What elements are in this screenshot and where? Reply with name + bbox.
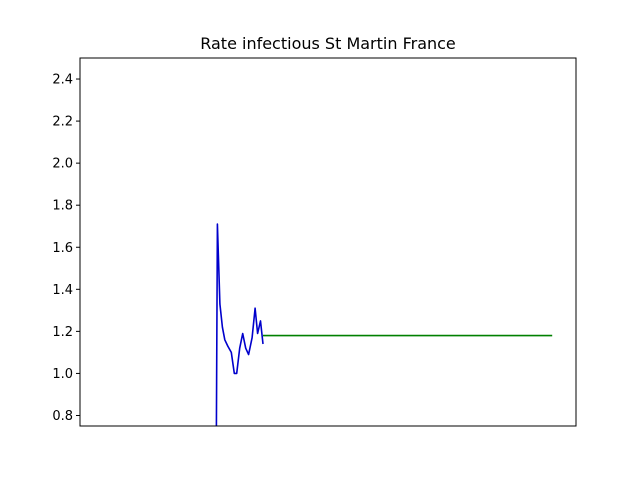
plot-frame [79,57,577,427]
y-tick-label-7: 2.2 [52,115,73,130]
y-tick-label-6: 2.0 [52,157,73,172]
y-tick-label-5: 1.8 [52,199,73,214]
y-tick-label-0: 0.8 [52,409,73,424]
y-tick-label-2: 1.2 [52,325,73,340]
chart-title: Rate infectious St Martin France [200,34,456,53]
y-axis: 0.8 1.0 1.2 1.4 1.6 1.8 2.0 2.2 2.4 [52,73,80,424]
y-tick-label-8: 2.4 [52,73,73,88]
y-tick-label-3: 1.4 [52,283,73,298]
y-tick-label-1: 1.0 [52,367,73,382]
series-layer [215,223,553,426]
y-tick-label-4: 1.6 [52,241,73,256]
series-line-0 [215,223,264,426]
